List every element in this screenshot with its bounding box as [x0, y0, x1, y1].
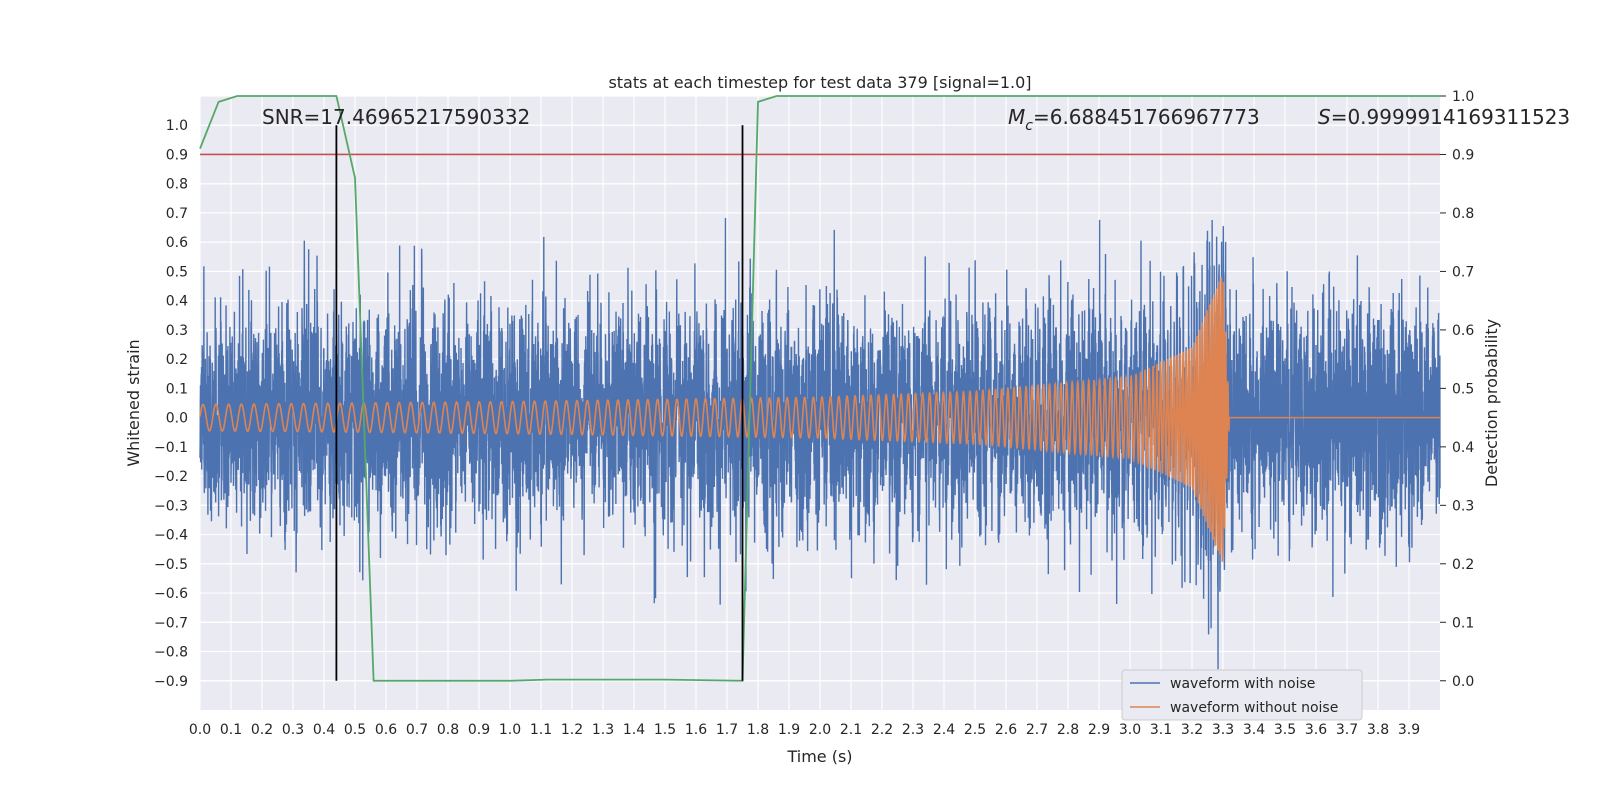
y2-tick-label: 0.0 [1452, 674, 1474, 690]
x-tick-label: 0.3 [282, 722, 304, 738]
x-tick-label: 0.6 [375, 722, 397, 738]
x-tick-label: 2.0 [809, 722, 831, 738]
x-tick-label: 3.0 [1119, 722, 1141, 738]
x-tick-label: 2.8 [1057, 722, 1079, 738]
x-tick-label: 3.9 [1398, 722, 1420, 738]
x-tick-label: 2.2 [871, 722, 893, 738]
y2-tick-label: 0.9 [1452, 147, 1474, 163]
x-tick-label: 1.2 [561, 722, 583, 738]
x-tick-label: 3.2 [1181, 722, 1203, 738]
x-tick-label: 1.6 [685, 722, 707, 738]
x-tick-label: 1.0 [499, 722, 521, 738]
y-tick-label: 0.3 [166, 323, 188, 339]
x-axis-title: Time (s) [786, 747, 852, 766]
series-detection-probability [199, 95, 1440, 682]
y-tick-label: −0.5 [154, 557, 188, 573]
x-tick-label: 3.8 [1367, 722, 1389, 738]
y-tick-label: −0.9 [154, 674, 188, 690]
x-tick-label: 1.3 [592, 722, 614, 738]
x-tick-label: 2.5 [964, 722, 986, 738]
x-tick-label: 3.1 [1150, 722, 1172, 738]
data-layer [199, 95, 1441, 682]
y-tick-label: 0.7 [166, 206, 188, 222]
y-axis-title: Whitened strain [124, 339, 143, 466]
snr-annotation: SNR=17.46965217590332 [262, 105, 530, 129]
legend-box [1121, 669, 1363, 721]
y-tick-label: −0.7 [154, 615, 188, 631]
significance-annotation: S=0.9999914169311523 [1318, 105, 1570, 129]
x-tick-label: 3.3 [1212, 722, 1234, 738]
series-waveform-without-noise [199, 277, 1440, 562]
x-tick-label: 3.5 [1274, 722, 1296, 738]
y2-tick-label: 0.2 [1452, 557, 1474, 573]
chirp-mass-annotation: Mc=6.688451766967773 [1008, 105, 1260, 134]
series-waveform-with-noise [199, 217, 1441, 670]
x-tick-label: 2.1 [840, 722, 862, 738]
x-tick-label: 0.9 [468, 722, 490, 738]
y2-axis-title: Detection probability [1482, 319, 1501, 487]
x-tick-label: 2.6 [995, 722, 1017, 738]
x-tick-label: 2.9 [1088, 722, 1110, 738]
significance-value: =0.9999914169311523 [1331, 105, 1570, 129]
y2-tick-label: 0.7 [1452, 264, 1474, 280]
y-tick-label: 0.1 [166, 381, 188, 397]
x-tick-label: 3.6 [1305, 722, 1327, 738]
y2-tick-label: 0.5 [1452, 381, 1474, 397]
x-tick-label: 0.2 [251, 722, 273, 738]
y-tick-label: 0.2 [166, 352, 188, 368]
x-tick-label: 0.7 [406, 722, 428, 738]
y-tick-label: 0.8 [166, 177, 188, 193]
y-axis-left: 1.0 0.9 0.8 0.7 0.6 0.5 0.4 0.3 0.2 0.1 0.0 −0.1 −0.… [154, 118, 188, 690]
y2-tick-label: 1.0 [1452, 89, 1474, 105]
y2-tick-label: 0.8 [1452, 206, 1474, 222]
y-tick-label: −0.1 [154, 440, 188, 456]
y-tick-label: 0.6 [166, 235, 188, 251]
x-tick-label: 1.4 [623, 722, 645, 738]
x-tick-label: 1.1 [530, 722, 552, 738]
chirp-mass-value: =6.688451766967773 [1033, 105, 1260, 129]
x-tick-label: 0.8 [437, 722, 459, 738]
x-tick-label: 3.4 [1243, 722, 1265, 738]
y2-tick-label: 0.3 [1452, 498, 1474, 514]
x-axis: 0.0 0.1 0.2 0.3 0.4 0.5 0.6 0.7 0.8 0.9 1.0 1.1 1.2 1… [189, 722, 1420, 738]
y-axis-right: 1.0 0.9 0.8 0.7 0.6 0.5 0.4 0.3 0.2 0.1 0.0 [1440, 89, 1474, 690]
y-tick-label: 0.5 [166, 264, 188, 280]
x-tick-label: 0.5 [344, 722, 366, 738]
y-tick-label: 1.0 [166, 118, 188, 134]
y2-tick-label: 0.4 [1452, 440, 1474, 456]
significance-symbol: S [1318, 105, 1331, 129]
y-tick-label: 0.9 [166, 147, 188, 163]
x-tick-label: 1.8 [747, 722, 769, 738]
x-tick-label: 2.7 [1026, 722, 1048, 738]
x-tick-label: 0.0 [189, 722, 211, 738]
x-tick-label: 2.3 [902, 722, 924, 738]
y2-tick-label: 0.6 [1452, 323, 1474, 339]
legend: waveform with noise waveform without noi… [1121, 669, 1363, 721]
chirp-mass-subscript: c [1025, 118, 1033, 134]
x-tick-label: 0.4 [313, 722, 335, 738]
x-tick-label: 0.1 [220, 722, 242, 738]
legend-label-noisy: waveform with noise [1170, 676, 1315, 692]
legend-label-clean: waveform without noise [1170, 700, 1338, 716]
y-tick-label: −0.3 [154, 498, 188, 514]
chart-title: stats at each timestep for test data 379… [608, 73, 1031, 92]
y2-tick-label: 0.1 [1452, 615, 1474, 631]
chirp-mass-symbol: M [1008, 105, 1025, 129]
x-tick-label: 2.4 [933, 722, 955, 738]
y-tick-label: −0.6 [154, 586, 188, 602]
x-tick-label: 1.9 [778, 722, 800, 738]
x-tick-label: 1.7 [716, 722, 738, 738]
x-tick-label: 3.7 [1336, 722, 1358, 738]
y-tick-label: −0.4 [154, 528, 188, 544]
y-tick-label: −0.2 [154, 469, 188, 485]
y-tick-label: 0.0 [166, 411, 188, 427]
y-tick-label: 0.4 [166, 294, 188, 310]
y-tick-label: −0.8 [154, 645, 188, 661]
x-tick-label: 1.5 [654, 722, 676, 738]
